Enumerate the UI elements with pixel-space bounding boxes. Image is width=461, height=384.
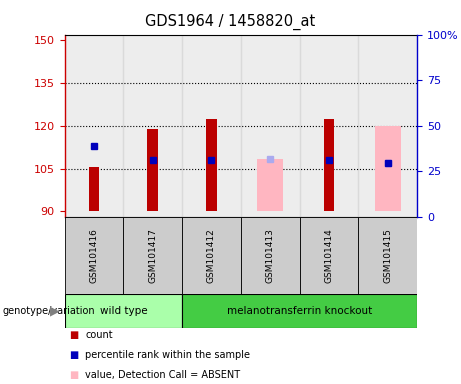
Bar xyxy=(65,35,124,217)
Text: ■: ■ xyxy=(69,350,78,360)
Bar xyxy=(65,217,124,294)
Bar xyxy=(324,119,334,211)
Bar xyxy=(148,129,158,211)
Text: GSM101417: GSM101417 xyxy=(148,228,157,283)
Bar xyxy=(124,217,182,294)
Bar xyxy=(375,126,401,211)
Bar xyxy=(182,35,241,217)
Text: GSM101416: GSM101416 xyxy=(89,228,99,283)
Bar xyxy=(300,35,358,217)
Text: wild type: wild type xyxy=(100,306,147,316)
Bar xyxy=(241,217,300,294)
Bar xyxy=(89,167,99,211)
Text: GSM101415: GSM101415 xyxy=(383,228,392,283)
Bar xyxy=(206,119,217,211)
Bar xyxy=(241,35,300,217)
Text: count: count xyxy=(85,330,113,340)
Text: GSM101412: GSM101412 xyxy=(207,228,216,283)
Text: ▶: ▶ xyxy=(50,305,59,318)
Text: ■: ■ xyxy=(69,370,78,380)
Text: GDS1964 / 1458820_at: GDS1964 / 1458820_at xyxy=(145,13,316,30)
Bar xyxy=(124,35,182,217)
Bar xyxy=(359,217,417,294)
Text: GSM101414: GSM101414 xyxy=(325,228,334,283)
Bar xyxy=(182,294,417,328)
Text: value, Detection Call = ABSENT: value, Detection Call = ABSENT xyxy=(85,370,240,380)
Bar xyxy=(300,217,358,294)
Text: ■: ■ xyxy=(69,330,78,340)
Bar xyxy=(257,159,284,211)
Bar xyxy=(65,294,182,328)
Bar xyxy=(359,35,417,217)
Bar xyxy=(182,217,241,294)
Text: percentile rank within the sample: percentile rank within the sample xyxy=(85,350,250,360)
Text: melanotransferrin knockout: melanotransferrin knockout xyxy=(227,306,372,316)
Text: genotype/variation: genotype/variation xyxy=(2,306,95,316)
Text: GSM101413: GSM101413 xyxy=(266,228,275,283)
